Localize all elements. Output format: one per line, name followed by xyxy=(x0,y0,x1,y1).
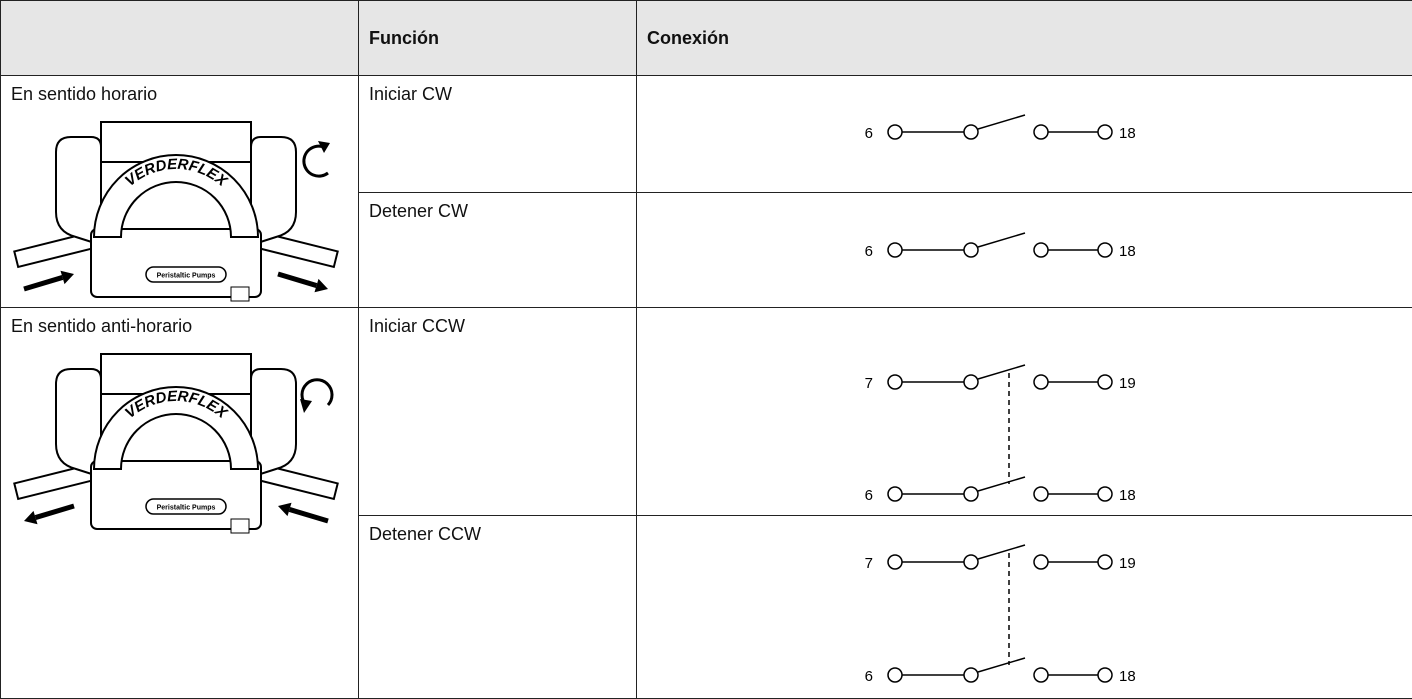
terminal-label: 6 xyxy=(865,487,873,504)
terminal-label: 6 xyxy=(865,125,873,142)
terminal xyxy=(1098,487,1112,501)
wire xyxy=(978,115,1025,129)
wire xyxy=(978,545,1025,559)
terminal-label: 18 xyxy=(1119,668,1136,685)
terminal xyxy=(1098,555,1112,569)
function-cell: Detener CW xyxy=(359,193,637,308)
terminal xyxy=(1034,555,1048,569)
group-label: En sentido horario xyxy=(1,76,358,113)
wire xyxy=(978,365,1025,379)
switch-diagram: 7 19 6 18 xyxy=(637,516,1412,698)
wire xyxy=(978,233,1025,247)
terminal xyxy=(1034,487,1048,501)
terminal-label: 18 xyxy=(1119,243,1136,260)
terminal xyxy=(888,243,902,257)
wire xyxy=(978,477,1025,491)
terminal xyxy=(964,375,978,389)
function-label: Detener CW xyxy=(359,193,636,230)
header-cell: Conexión xyxy=(637,1,1412,76)
connection-cell: 6 18 xyxy=(637,193,1412,308)
terminal-label: 18 xyxy=(1119,125,1136,142)
pump-label: Peristaltic Pumps xyxy=(157,505,216,512)
terminal xyxy=(1034,243,1048,257)
function-cell: Iniciar CCW xyxy=(359,308,637,516)
connection-cell: 7 19 6 18 xyxy=(637,516,1412,699)
terminal xyxy=(1098,668,1112,682)
terminal xyxy=(964,125,978,139)
terminal xyxy=(1098,375,1112,389)
header-row: Función Conexión xyxy=(1,1,1412,76)
function-label: Iniciar CCW xyxy=(359,308,636,345)
terminal xyxy=(964,668,978,682)
terminal-label: 19 xyxy=(1119,555,1136,572)
terminal xyxy=(888,125,902,139)
terminal xyxy=(888,375,902,389)
terminal xyxy=(888,487,902,501)
wire xyxy=(978,658,1025,672)
terminal xyxy=(964,555,978,569)
terminal xyxy=(1098,125,1112,139)
function-label: Detener CCW xyxy=(359,516,636,553)
terminal xyxy=(888,668,902,682)
switch-diagram: 7 19 6 18 xyxy=(637,308,1412,515)
terminal xyxy=(964,243,978,257)
terminal-label: 19 xyxy=(1119,375,1136,392)
terminal xyxy=(964,487,978,501)
connection-cell: 6 18 xyxy=(637,76,1412,193)
terminal-label: 7 xyxy=(865,375,873,392)
header-cell: Función xyxy=(359,1,637,76)
terminal xyxy=(1098,243,1112,257)
terminal xyxy=(1034,125,1048,139)
function-cell: Detener CCW xyxy=(359,516,637,699)
terminal-label: 18 xyxy=(1119,487,1136,504)
group-label: En sentido anti-horario xyxy=(1,308,358,345)
switch-diagram: 6 18 xyxy=(637,76,1412,187)
pump-label: Peristaltic Pumps xyxy=(157,273,216,280)
terminal-label: 6 xyxy=(865,243,873,260)
connection-cell: 7 19 6 18 xyxy=(637,308,1412,516)
switch-diagram: 6 18 xyxy=(637,193,1412,302)
function-cell: Iniciar CW xyxy=(359,76,637,193)
terminal xyxy=(1034,668,1048,682)
header-cell xyxy=(1,1,359,76)
terminal xyxy=(1034,375,1048,389)
function-label: Iniciar CW xyxy=(359,76,636,113)
terminal xyxy=(888,555,902,569)
terminal-label: 6 xyxy=(865,668,873,685)
terminal-label: 7 xyxy=(865,555,873,572)
